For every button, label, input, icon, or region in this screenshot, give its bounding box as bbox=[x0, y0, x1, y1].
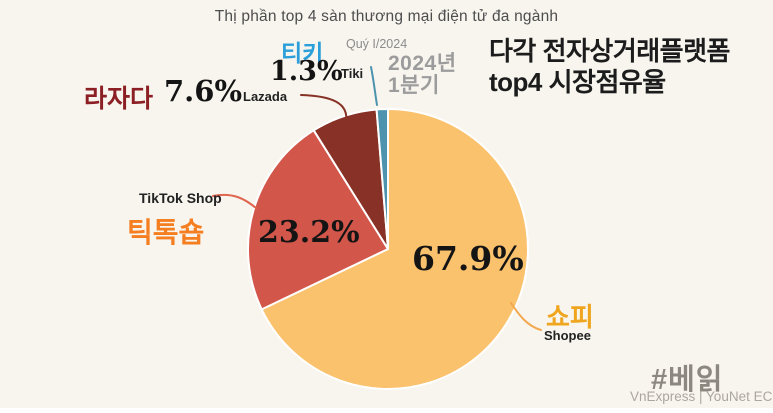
period-kr-line2: 1분기 bbox=[388, 74, 440, 97]
hashtag-watermark: #베읽 bbox=[651, 364, 724, 396]
lazada-english-label: Lazada bbox=[243, 89, 288, 104]
tiki-korean-label: 티키 bbox=[281, 40, 324, 66]
tiktok-leader-line bbox=[212, 193, 257, 209]
pie-slice-tiki bbox=[375, 108, 389, 250]
chart-title: Thị phần top 4 sàn thương mại điện tử đa… bbox=[214, 8, 559, 25]
pie-slice-tiktok-shop bbox=[247, 129, 389, 311]
pie-slice-shopee bbox=[260, 108, 529, 390]
pie-slices-group bbox=[247, 108, 529, 390]
tiki-percent-label: 1.3% bbox=[270, 56, 343, 87]
period-label-vn: Quý I/2024 bbox=[346, 37, 408, 51]
shopee-korean-label: 쇼피 bbox=[546, 302, 594, 332]
shopee-leader-line bbox=[510, 302, 542, 331]
tiktok-percent-label: 23.2% bbox=[258, 215, 360, 250]
shopee-percent-label: 67.9% bbox=[412, 239, 524, 278]
lazada-korean-label: 라자다 bbox=[84, 85, 154, 113]
tiki-english-label: Tiki bbox=[341, 66, 364, 81]
period-kr-line1: 2024년 bbox=[388, 52, 457, 75]
period-label-kr: 2024년 1분기 bbox=[388, 53, 457, 97]
tiktok-korean-label: 틱톡숍 bbox=[127, 217, 205, 248]
source-credit: VnExpress | YouNet ECI bbox=[630, 389, 773, 404]
korean-headline-line1: 다각 전자상거래플랫폼 bbox=[489, 36, 730, 66]
korean-headline: 다각 전자상거래플랫폼 top4 시장점유율 bbox=[489, 36, 730, 98]
lazada-percent-label: 7.6% bbox=[164, 74, 243, 108]
shopee-english-label: Shopee bbox=[544, 328, 591, 343]
tiki-leader-line bbox=[370, 66, 378, 106]
bottom-border bbox=[0, 408, 773, 413]
lazada-leader-line bbox=[300, 94, 348, 123]
korean-headline-line2: top4 시장점유율 bbox=[489, 67, 666, 97]
tiktok-english-label: TikTok Shop bbox=[139, 190, 222, 206]
